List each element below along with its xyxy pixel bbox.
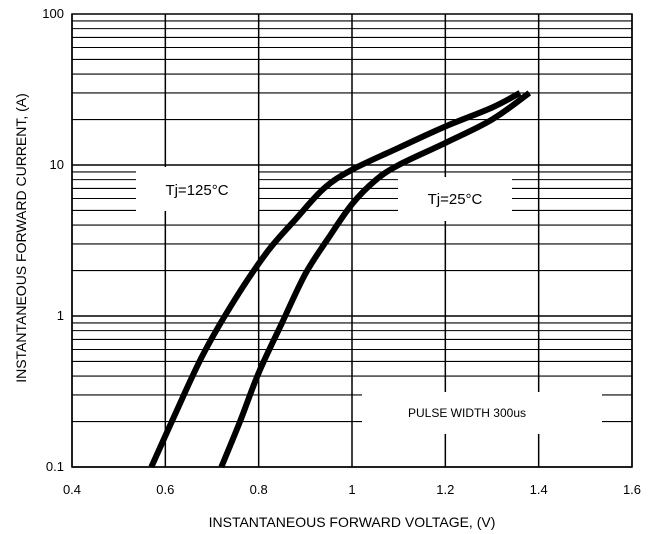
series-line-tj-25 <box>218 90 532 469</box>
annotation-box-pulse <box>362 392 602 434</box>
x-tick-label: 0.4 <box>63 482 81 497</box>
x-tick-label: 1 <box>348 482 355 497</box>
annotation-box-25 <box>398 177 512 221</box>
plot-frame <box>71 13 633 468</box>
y-tick-label: 10 <box>50 157 64 172</box>
series-lines <box>148 90 532 469</box>
annotation-pulse-width: PULSE WIDTH 300us <box>408 406 526 420</box>
y-axis-label: INSTANTANEOUS FORWARD CURRENT, (A) <box>13 93 29 383</box>
x-tick-label: 1.2 <box>436 482 454 497</box>
x-tick-label: 0.8 <box>250 482 268 497</box>
annotation-box-125 <box>136 167 258 211</box>
annotation-tj-25: Tj=25°C <box>428 191 483 208</box>
series-line-tj-125 <box>148 90 522 469</box>
y-tick-label: 0.1 <box>46 459 64 474</box>
y-tick-label: 1 <box>57 308 64 323</box>
x-tick-label: 1.4 <box>530 482 548 497</box>
tick-labels: 0.4 0.6 0.8 1 1.2 1.4 1.6 0.1 1 10 100 <box>42 6 641 497</box>
x-axis-label: INSTANTANEOUS FORWARD VOLTAGE, (V) <box>209 514 496 530</box>
annotation-tj-125: Tj=125°C <box>165 182 228 199</box>
x-tick-label: 1.6 <box>623 482 641 497</box>
y-tick-label: 100 <box>42 6 64 21</box>
x-tick-label: 0.6 <box>156 482 174 497</box>
